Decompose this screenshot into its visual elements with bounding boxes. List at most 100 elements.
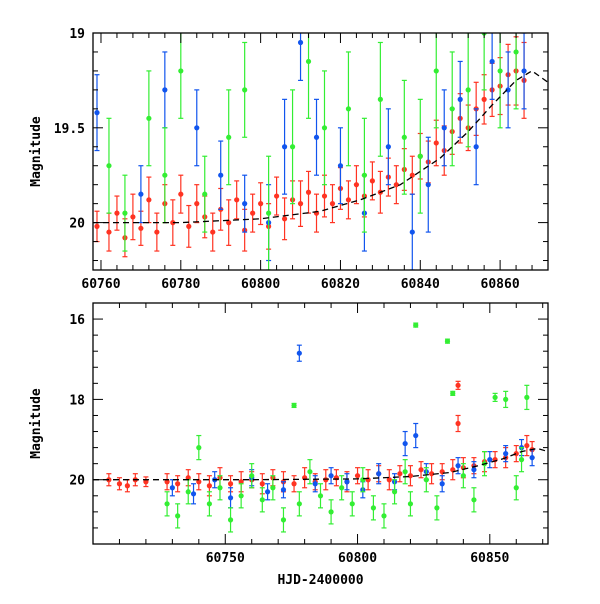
data-point: [185, 489, 191, 495]
data-point: [94, 110, 100, 116]
data-point: [434, 505, 440, 511]
data-point: [138, 191, 144, 197]
data-point: [162, 87, 168, 93]
data-point: [497, 68, 503, 74]
data-point: [385, 144, 391, 150]
data-point: [217, 485, 223, 491]
x-tick-label: 60750: [206, 551, 245, 566]
x-tick-label: 60800: [241, 277, 280, 292]
data-point: [360, 477, 366, 483]
data-point: [146, 197, 152, 203]
data-point: [226, 134, 232, 140]
data-point: [259, 497, 265, 503]
data-point: [529, 455, 535, 461]
data-point: [417, 153, 423, 159]
data-point: [413, 432, 419, 439]
data-point: [227, 495, 234, 501]
data-point: [321, 193, 328, 199]
data-point: [170, 220, 176, 226]
data-point: [353, 182, 360, 188]
x-tick-label: 60840: [401, 277, 440, 292]
data-point: [202, 191, 208, 197]
data-point: [297, 39, 304, 46]
data-point: [218, 172, 224, 178]
y-tick-label: 18: [69, 393, 85, 408]
x-ticks: 60760 60780 60800 60820 60840 60860: [81, 33, 549, 292]
data-point: [317, 493, 324, 499]
data-point: [169, 485, 175, 491]
data-point: [281, 144, 288, 150]
data-point: [521, 68, 527, 74]
data-point: [106, 163, 112, 169]
data-point: [313, 134, 320, 140]
data-point: [175, 513, 181, 519]
data-point: [429, 471, 435, 477]
data-point: [397, 471, 403, 477]
data-point: [289, 144, 296, 150]
data-point: [513, 49, 519, 55]
data-point: [296, 350, 302, 356]
y-axis-label: Magnitude: [29, 388, 44, 459]
y-tick-label: 16: [69, 313, 85, 328]
data-point: [291, 402, 297, 409]
data-point: [401, 134, 407, 140]
x-tick-label: 60850: [470, 551, 509, 566]
data-point: [345, 106, 352, 112]
data-point: [307, 469, 313, 475]
y-tick-label: 20: [69, 474, 85, 489]
plot-area: [93, 33, 548, 270]
data-point: [361, 172, 368, 178]
y-tick-label: 19: [69, 27, 85, 42]
data-point: [349, 501, 355, 507]
y-tick-label: 20: [69, 217, 85, 232]
data-point: [393, 182, 399, 188]
model-curve: [93, 70, 548, 224]
data-point: [460, 473, 466, 479]
data-point: [114, 210, 120, 216]
data-point: [206, 483, 212, 489]
data-point: [376, 471, 382, 477]
data-point: [329, 201, 336, 207]
data-point: [337, 163, 344, 169]
series-2: [164, 322, 530, 533]
data-point: [190, 491, 197, 497]
data-point: [423, 477, 429, 483]
series-1: [169, 344, 535, 509]
data-point: [280, 517, 287, 523]
data-point: [194, 125, 200, 131]
data-point: [281, 216, 288, 222]
data-point: [439, 481, 445, 487]
data-point: [227, 481, 234, 487]
data-point: [178, 68, 184, 74]
data-point: [258, 201, 264, 207]
data-point: [250, 210, 256, 216]
data-point: [503, 396, 509, 402]
data-point: [471, 497, 477, 503]
x-tick-label: 60800: [338, 551, 377, 566]
y-tick-label: 19.5: [54, 122, 85, 137]
data-point: [242, 201, 248, 207]
data-point: [259, 481, 265, 487]
data-point: [455, 382, 461, 388]
y-ticks: 16 18 20: [69, 302, 548, 545]
data-point: [402, 440, 408, 447]
data-point: [242, 87, 248, 93]
data-point: [186, 223, 192, 229]
data-point: [196, 479, 202, 485]
data-point: [328, 473, 334, 479]
data-point: [273, 193, 280, 199]
data-point: [321, 125, 328, 131]
data-point: [116, 481, 123, 487]
data-point: [94, 223, 100, 229]
data-point: [138, 225, 144, 231]
data-point: [455, 463, 461, 469]
data-point: [270, 485, 276, 491]
x-ticks: 60750 60800 60850: [92, 303, 544, 566]
data-point: [386, 477, 392, 483]
model-curve: [93, 447, 548, 481]
data-point: [162, 172, 168, 178]
data-point: [524, 394, 530, 400]
data-point: [266, 210, 272, 216]
